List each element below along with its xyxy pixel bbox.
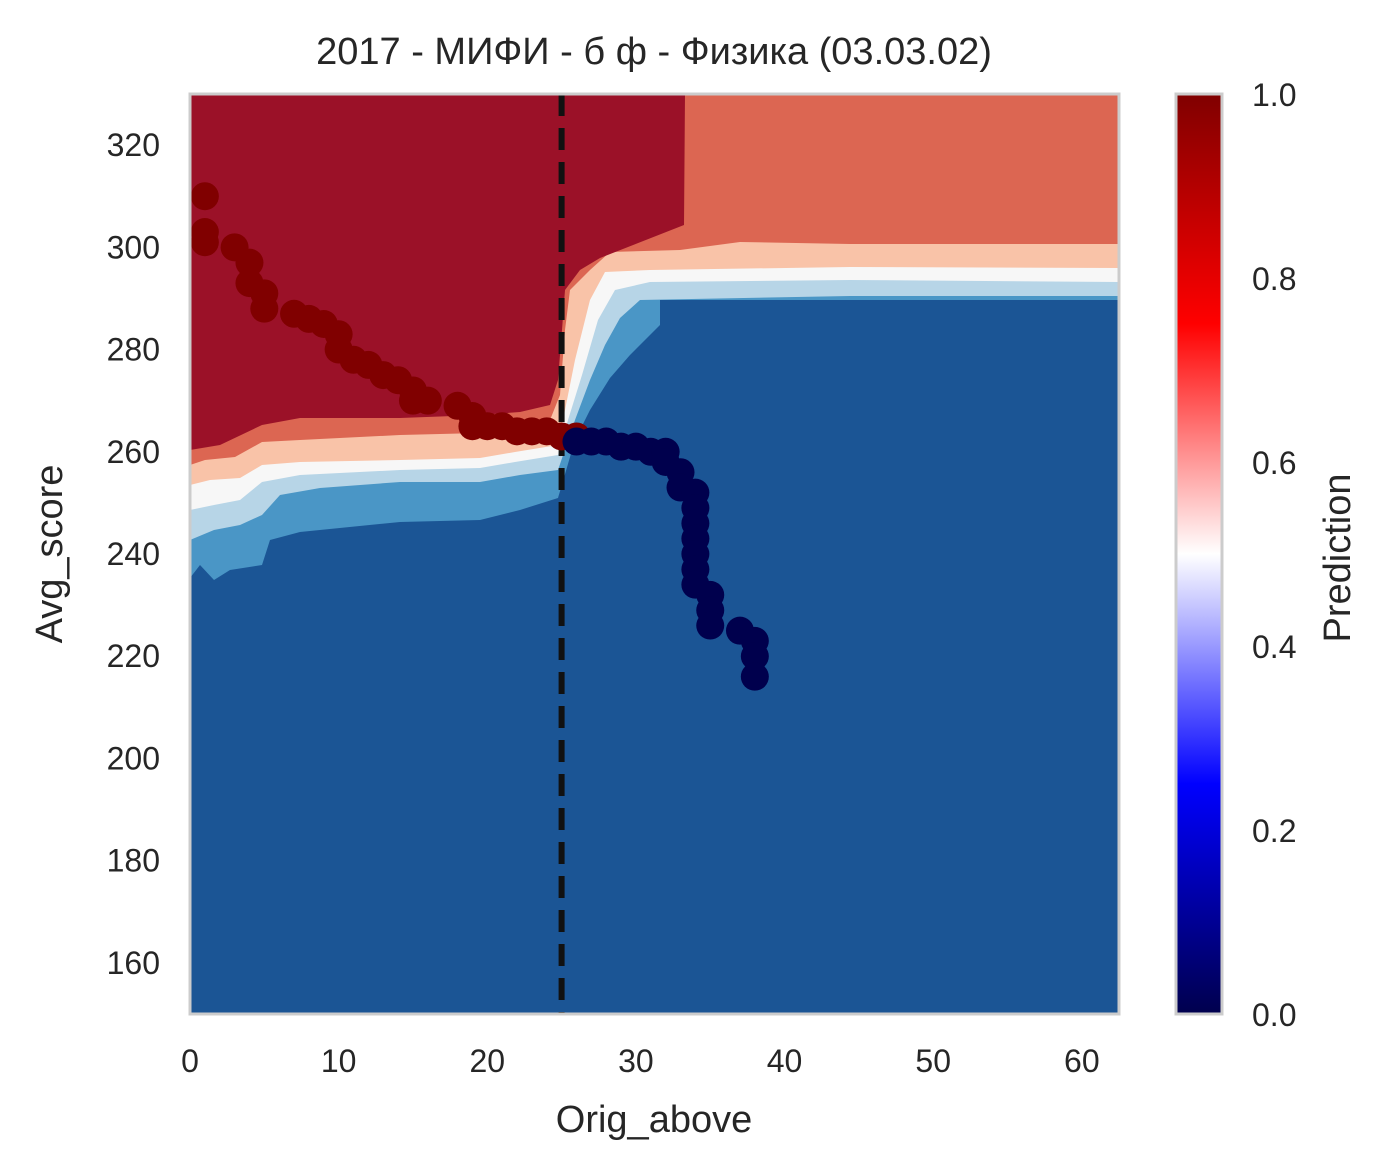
y-tick-label: 180 bbox=[107, 843, 160, 879]
colorbar-ticks: 0.0 0.2 0.4 0.6 0.8 1.0 bbox=[1252, 77, 1296, 1033]
trajectory-points bbox=[190, 182, 769, 691]
x-tick-label: 60 bbox=[1064, 1043, 1100, 1079]
trajectory-point bbox=[190, 228, 219, 257]
y-tick-label: 300 bbox=[107, 229, 160, 265]
trajectory-point bbox=[740, 642, 769, 671]
y-axis-ticks: 160 180 200 220 240 260 280 300 320 bbox=[107, 127, 160, 981]
colorbar-tick-label: 1.0 bbox=[1252, 77, 1296, 113]
chart-title: 2017 - МИФИ - б ф - Физика (03.03.02) bbox=[316, 31, 992, 73]
y-tick-label: 160 bbox=[107, 945, 160, 981]
trajectory-point bbox=[740, 662, 769, 691]
trajectory-point bbox=[190, 182, 219, 211]
y-tick-label: 220 bbox=[107, 638, 160, 674]
x-tick-label: 20 bbox=[469, 1043, 505, 1079]
y-tick-label: 320 bbox=[107, 127, 160, 163]
y-tick-label: 240 bbox=[107, 536, 160, 572]
x-axis-ticks: 0 10 20 30 40 50 60 bbox=[181, 1043, 1100, 1079]
contour-fill bbox=[190, 94, 1119, 1014]
y-axis-label: Avg_score bbox=[29, 465, 71, 644]
trajectory-point bbox=[250, 294, 279, 323]
y-tick-label: 280 bbox=[107, 332, 160, 368]
x-tick-label: 30 bbox=[618, 1043, 654, 1079]
y-tick-label: 260 bbox=[107, 434, 160, 470]
trajectory-point bbox=[235, 248, 264, 277]
colorbar-tick-label: 0.8 bbox=[1252, 261, 1296, 297]
colorbar-label: Prediction bbox=[1317, 474, 1359, 643]
colorbar-tick-label: 0.4 bbox=[1252, 629, 1296, 665]
trajectory-point bbox=[696, 611, 725, 640]
colorbar-frame bbox=[1174, 92, 1224, 1016]
x-tick-label: 0 bbox=[181, 1043, 199, 1079]
x-tick-label: 10 bbox=[321, 1043, 357, 1079]
x-tick-label: 40 bbox=[767, 1043, 803, 1079]
y-tick-label: 200 bbox=[107, 740, 160, 776]
x-tick-label: 50 bbox=[915, 1043, 951, 1079]
plot-frame bbox=[188, 92, 1121, 1016]
trajectory-point bbox=[413, 386, 442, 415]
colorbar bbox=[1176, 94, 1222, 1014]
colorbar-tick-label: 0.2 bbox=[1252, 813, 1296, 849]
colorbar-tick-label: 0.0 bbox=[1252, 997, 1296, 1033]
x-axis-label: Orig_above bbox=[556, 1099, 752, 1141]
colorbar-tick-label: 0.6 bbox=[1252, 445, 1296, 481]
